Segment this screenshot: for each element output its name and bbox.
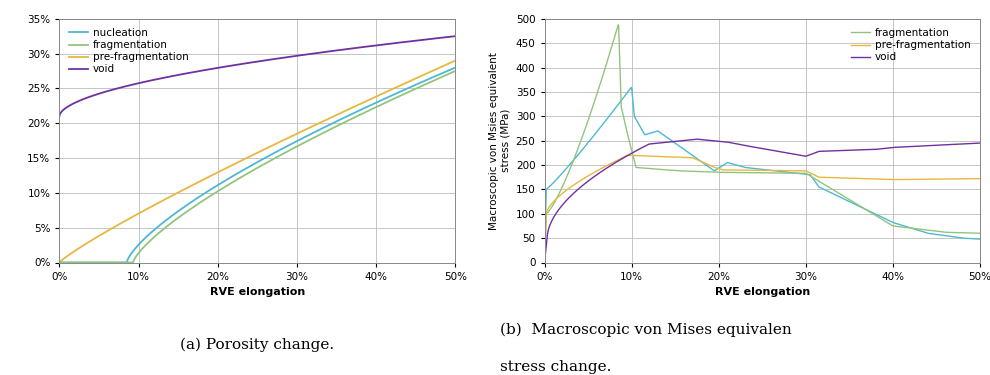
Text: (b)  Macroscopic von Mises equivalen: (b) Macroscopic von Mises equivalen	[500, 322, 792, 337]
fragmentation	[539, 260, 550, 265]
fragmentation	[214, 188, 226, 192]
Line: nucleation: nucleation	[59, 68, 455, 262]
void	[879, 146, 891, 151]
Y-axis label: Macroscopic von Msies equivalent
stress (MPa): Macroscopic von Msies equivalent stress …	[489, 52, 510, 230]
Line: pre-fragmentation: pre-fragmentation	[59, 60, 455, 262]
Line: pre-fragmentation: pre-fragmentation	[544, 155, 980, 262]
pre-fragmentation	[731, 168, 742, 172]
fragmentation	[583, 116, 595, 120]
fragmentation	[974, 231, 986, 236]
Line: void: void	[544, 139, 980, 262]
pre-fragmentation	[879, 177, 891, 182]
void	[539, 260, 550, 265]
Legend: fragmentation, pre-fragmentation, void: fragmentation, pre-fragmentation, void	[846, 24, 975, 66]
Line: fragmentation: fragmentation	[59, 71, 455, 262]
nucleation	[326, 122, 338, 126]
Text: (a) Porosity change.: (a) Porosity change.	[180, 338, 335, 352]
nucleation	[214, 182, 226, 186]
void	[449, 34, 461, 38]
pre-fragmentation	[974, 176, 986, 181]
Text: stress change.: stress change.	[500, 360, 612, 374]
void	[214, 65, 226, 70]
void	[362, 44, 374, 49]
nucleation	[94, 260, 106, 265]
pre-fragmentation	[449, 58, 461, 63]
void	[326, 49, 338, 53]
Legend: nucleation, fragmentation, pre-fragmentation, void: nucleation, fragmentation, pre-fragmenta…	[64, 24, 193, 78]
pre-fragmentation	[53, 260, 65, 265]
nucleation	[369, 101, 381, 105]
fragmentation	[362, 109, 374, 113]
void	[53, 114, 65, 118]
void	[731, 142, 742, 146]
pre-fragmentation	[839, 176, 850, 180]
pre-fragmentation	[539, 260, 550, 265]
nucleation	[53, 260, 65, 265]
fragmentation	[886, 224, 898, 228]
X-axis label: RVE elongation: RVE elongation	[715, 287, 810, 297]
fragmentation	[715, 170, 727, 175]
void	[691, 137, 703, 141]
pre-fragmentation	[369, 95, 381, 99]
nucleation	[449, 65, 461, 70]
void	[839, 148, 850, 153]
void	[369, 43, 381, 48]
pre-fragmentation	[362, 98, 374, 102]
void	[583, 178, 595, 183]
fragmentation	[839, 194, 850, 199]
pre-fragmentation	[326, 115, 338, 120]
pre-fragmentation	[886, 177, 898, 182]
pre-fragmentation	[583, 173, 595, 178]
fragmentation	[612, 22, 624, 27]
fragmentation	[879, 219, 891, 223]
pre-fragmentation	[228, 162, 240, 166]
fragmentation	[228, 179, 240, 184]
fragmentation	[94, 260, 106, 265]
Line: void: void	[59, 36, 455, 116]
fragmentation	[369, 105, 381, 110]
nucleation	[362, 104, 374, 109]
fragmentation	[326, 127, 338, 131]
pre-fragmentation	[214, 169, 226, 174]
void	[974, 141, 986, 146]
void	[94, 91, 106, 96]
pre-fragmentation	[715, 167, 727, 172]
void	[886, 145, 898, 150]
nucleation	[228, 173, 240, 178]
fragmentation	[731, 170, 742, 175]
pre-fragmentation	[622, 153, 634, 158]
void	[228, 63, 240, 68]
X-axis label: RVE elongation: RVE elongation	[210, 287, 305, 297]
fragmentation	[449, 69, 461, 73]
fragmentation	[53, 260, 65, 265]
pre-fragmentation	[94, 233, 106, 238]
void	[715, 139, 727, 144]
Line: fragmentation: fragmentation	[544, 25, 980, 262]
